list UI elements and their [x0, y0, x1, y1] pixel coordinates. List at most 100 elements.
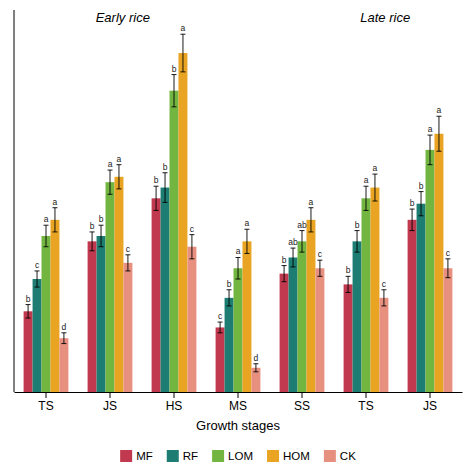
sig-label: ab	[288, 237, 298, 247]
error-bar	[445, 259, 450, 278]
bar	[315, 268, 324, 392]
sig-label: c	[35, 260, 40, 270]
bar	[152, 198, 161, 392]
error-bar	[154, 186, 159, 210]
bar	[306, 220, 315, 392]
sig-label: b	[163, 162, 168, 172]
tick-label: JS	[103, 399, 117, 413]
error-bar	[300, 231, 305, 253]
legend-item: CK	[324, 450, 356, 462]
bar	[362, 198, 371, 392]
sig-label: b	[154, 175, 159, 185]
bar	[33, 279, 42, 392]
bar	[289, 257, 298, 392]
tick-mark	[238, 392, 239, 398]
error-bar	[172, 75, 177, 107]
tick: TS	[358, 392, 373, 413]
sig-label: a	[181, 23, 186, 33]
legend-label: LOM	[228, 450, 253, 462]
error-bar	[291, 248, 296, 267]
error-bar	[189, 235, 194, 259]
legend-label: MF	[136, 450, 153, 462]
bar	[178, 53, 187, 392]
error-bar	[355, 231, 360, 253]
sig-label: c	[126, 244, 131, 254]
error-bar	[308, 208, 313, 232]
bar	[216, 327, 225, 392]
legend-swatch	[212, 450, 224, 462]
sig-label: b	[410, 198, 415, 208]
sig-label: b	[90, 221, 95, 231]
sig-label: a	[428, 124, 433, 134]
error-bar	[253, 364, 258, 372]
sig-label: c	[446, 248, 451, 258]
sig-label: a	[245, 218, 250, 228]
error-bar	[346, 276, 351, 292]
tick: JS	[103, 392, 117, 413]
tick: JS	[423, 392, 437, 413]
error-bar	[236, 257, 241, 279]
bar	[88, 241, 97, 392]
legend-swatch	[324, 450, 336, 462]
bar	[187, 247, 196, 392]
legend-item: HOM	[267, 450, 310, 462]
sig-label: a	[117, 154, 122, 164]
bar	[434, 134, 443, 392]
sig-label: a	[44, 214, 49, 224]
series	[59, 235, 452, 392]
error-bar	[372, 174, 377, 201]
tick-mark	[174, 392, 175, 398]
legend-item: MF	[120, 450, 153, 462]
sig-label: a	[437, 105, 442, 115]
error-bar	[90, 232, 95, 251]
error-bar	[125, 255, 130, 271]
legend-label: CK	[340, 450, 356, 462]
error-bar	[419, 192, 424, 216]
error-bar	[317, 260, 322, 276]
bar	[59, 338, 68, 392]
legend-swatch	[267, 450, 279, 462]
bar	[353, 241, 362, 392]
bar	[298, 241, 307, 392]
error-bar	[52, 208, 57, 232]
sig-label: a	[373, 163, 378, 173]
error-bar	[163, 173, 168, 203]
series	[50, 34, 443, 392]
tick-label: SS	[294, 399, 310, 413]
legend-swatch	[120, 450, 132, 462]
sig-labels: bbbcbbbcbbbabbbaabaabaaaaaaaaadccdccc	[26, 23, 451, 363]
sig-label: b	[355, 220, 360, 230]
sig-label: a	[108, 159, 113, 169]
bar	[50, 220, 59, 392]
bar	[114, 177, 123, 392]
sig-label: c	[382, 279, 387, 289]
error-bar	[282, 266, 287, 282]
sig-label: c	[318, 249, 323, 259]
bar	[24, 311, 33, 392]
error-bar	[227, 290, 232, 306]
error-bar	[26, 305, 31, 318]
error-bar	[364, 186, 369, 210]
error-bar	[410, 209, 415, 231]
series	[33, 173, 426, 392]
bar	[443, 268, 452, 392]
legend-item: RF	[167, 450, 198, 462]
bar	[344, 284, 353, 392]
bar	[225, 298, 234, 392]
marks	[24, 34, 453, 392]
sig-label: b	[227, 279, 232, 289]
error-bar	[428, 135, 433, 165]
legend-swatch	[167, 450, 179, 462]
sig-label: b	[346, 265, 351, 275]
annotation: Early rice	[96, 10, 150, 25]
sig-label: c	[190, 224, 195, 234]
bar	[242, 241, 251, 392]
legend: MF RF LOM HOM CK	[120, 450, 356, 462]
sig-label: b	[26, 294, 31, 304]
sig-label: ab	[297, 220, 307, 230]
plot: bbbcbbbcbbbabbbaabaabaaaaaaaaadccdcccTSJ…	[14, 10, 463, 433]
sig-label: b	[172, 64, 177, 74]
tick-mark	[302, 392, 303, 398]
series	[24, 186, 417, 392]
tick-label: TS	[38, 399, 53, 413]
